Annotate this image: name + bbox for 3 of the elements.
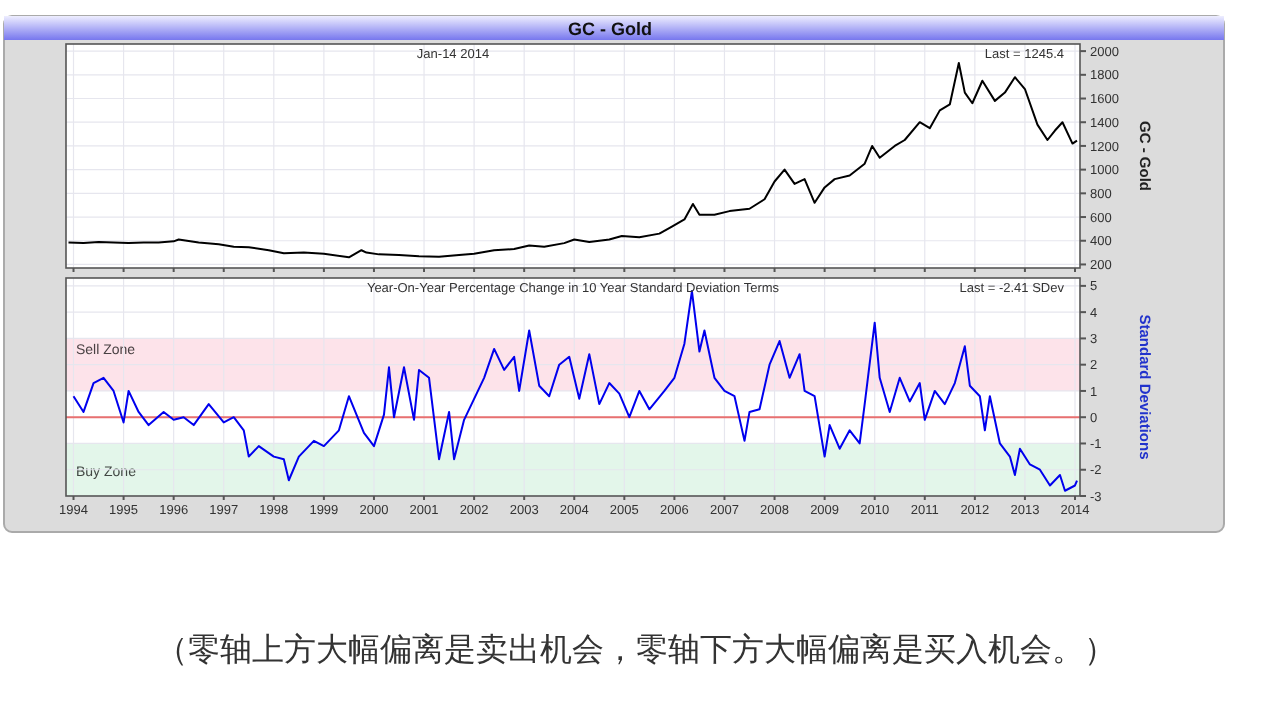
line-series: [67, 61, 1078, 259]
text: （零轴上方大幅偏离是卖出机会，零轴下方大幅偏离是买入机会。）: [156, 630, 1116, 668]
chart-title: GC - Gold: [568, 19, 652, 39]
